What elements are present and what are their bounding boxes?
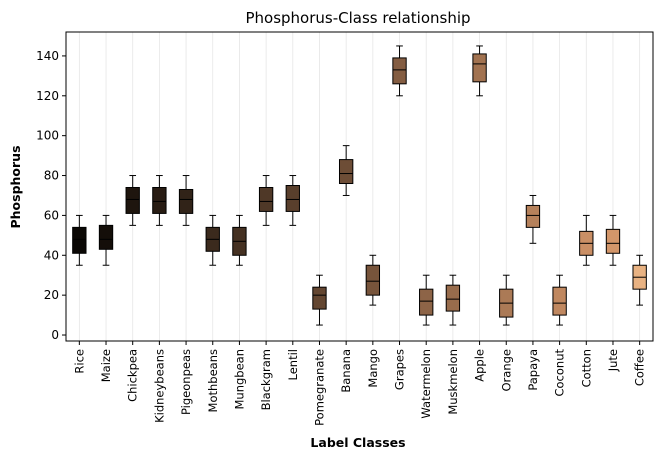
axes-layer: 0 20 40 60 80 100 120 140 Rice Maize Chickpea Kidne… <box>36 31 654 426</box>
box-body <box>338 159 354 185</box>
x-tick-label: Apple <box>473 349 487 382</box>
box-rice <box>72 214 87 266</box>
x-tick-label: Mungbean <box>232 349 246 410</box>
box-body <box>552 286 567 316</box>
box-body <box>178 188 194 214</box>
x-tick-label: Kidneybeans <box>152 349 166 423</box>
box-cotton <box>579 214 594 266</box>
x-tick-label: Lentil <box>286 349 300 380</box>
box-body <box>258 186 274 212</box>
box-body <box>285 185 300 212</box>
box-body <box>525 204 541 228</box>
x-tick-label: Maize <box>99 349 113 382</box>
box-banana <box>338 145 354 196</box>
box-coffee <box>632 254 647 306</box>
box-body <box>605 228 621 254</box>
y-tick-label: 120 <box>36 89 59 103</box>
x-tick-label: Cotton <box>579 349 593 387</box>
x-tick-label: Jute <box>606 349 620 372</box>
plot-frame <box>65 31 654 342</box>
box-papaya <box>525 194 541 244</box>
y-tick-label: 40 <box>44 248 59 262</box>
box-jute <box>605 214 621 266</box>
box-blackgram <box>258 175 274 226</box>
box-body <box>445 284 461 312</box>
x-tick-label: Pigeonpeas <box>179 349 193 415</box>
box-mungbean <box>232 214 247 266</box>
box-mango <box>365 254 381 306</box>
x-tick-label: Coffee <box>633 349 647 386</box>
box-body <box>98 224 114 250</box>
box-body <box>72 226 87 254</box>
box-muskmelon <box>445 274 461 326</box>
x-axis-label: Label Classes <box>310 435 405 450</box>
x-tick-label: Banana <box>339 349 353 393</box>
box-watermelon <box>419 274 434 326</box>
box-orange <box>499 274 514 326</box>
box-body <box>365 264 381 296</box>
box-maize <box>98 214 114 266</box>
x-tick-label: Watermelon <box>419 349 433 419</box>
x-tick-label: Grapes <box>393 349 407 390</box>
x-tick-label: Coconut <box>553 349 567 397</box>
box-pomegranate <box>312 274 327 326</box>
y-tick-label: 140 <box>36 49 59 63</box>
y-tick-label: 80 <box>44 169 59 183</box>
box-lentil <box>285 175 300 226</box>
box-pigeonpeas <box>178 175 194 226</box>
box-body <box>392 57 407 85</box>
x-tick-label: Blackgram <box>259 349 273 410</box>
box-body <box>152 186 167 214</box>
box-body <box>472 53 487 83</box>
box-mothbeans <box>205 214 220 266</box>
x-tick-label: Pomegranate <box>312 349 326 426</box>
box-apple <box>472 45 487 97</box>
x-tick-label: Rice <box>72 349 86 374</box>
box-kidneybeans <box>152 175 167 226</box>
box-body <box>312 286 327 310</box>
box-body <box>125 186 140 214</box>
x-tick-label: Orange <box>499 349 513 392</box>
x-tick-label: Chickpea <box>126 349 140 402</box>
box-layer <box>72 45 647 326</box>
y-axis-label: Phosphorus <box>8 145 23 228</box>
x-tick-label: Mango <box>366 349 380 388</box>
box-coconut <box>552 274 567 326</box>
y-tick-label: 0 <box>51 328 59 342</box>
x-tick-label: Papaya <box>526 349 540 391</box>
x-tick-label: Muskmelon <box>446 349 460 415</box>
chart-title: Phosphorus-Class relationship <box>245 9 470 27</box>
x-tick-label: Mothbeans <box>206 349 220 412</box>
box-body <box>419 288 434 316</box>
y-tick-label: 20 <box>44 288 59 302</box>
y-tick-label: 100 <box>36 129 59 143</box>
box-chickpea <box>125 175 140 226</box>
box-grapes <box>392 45 407 97</box>
y-tick-label: 60 <box>44 208 59 222</box>
